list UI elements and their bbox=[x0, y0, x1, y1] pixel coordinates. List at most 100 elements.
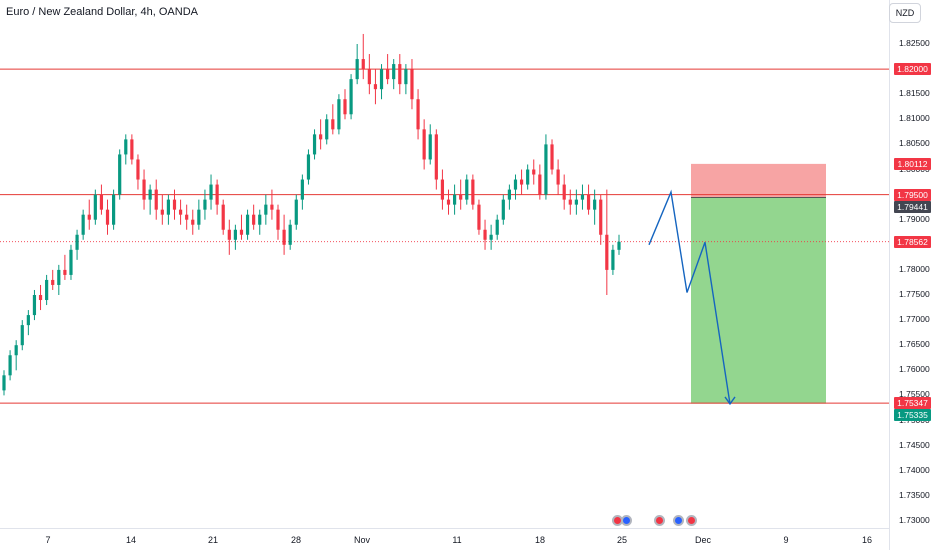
candle-body bbox=[191, 219, 195, 225]
candle-body bbox=[288, 224, 292, 245]
price-tick: 1.78000 bbox=[899, 263, 930, 274]
candle-body bbox=[526, 169, 530, 185]
event-icon[interactable] bbox=[673, 515, 684, 526]
event-icon[interactable] bbox=[621, 515, 632, 526]
candle-body bbox=[519, 179, 524, 185]
candle-body bbox=[605, 234, 609, 270]
candle-body bbox=[32, 295, 37, 316]
price-tag: 1.75347 bbox=[894, 397, 931, 410]
candle-body bbox=[355, 59, 359, 80]
time-tick: Dec bbox=[694, 535, 712, 545]
price-tick: 1.76000 bbox=[899, 364, 930, 375]
candle-body bbox=[203, 199, 207, 210]
currency-button[interactable]: NZD bbox=[889, 3, 921, 23]
candle-body bbox=[57, 269, 61, 285]
time-tick: 25 bbox=[616, 535, 628, 545]
symbol-title: Euro / New Zealand Dollar, 4h, OANDA bbox=[6, 6, 198, 18]
candle-body bbox=[586, 194, 591, 210]
candle-body bbox=[392, 64, 396, 80]
price-tick: 1.76500 bbox=[899, 339, 930, 350]
price-tick: 1.77500 bbox=[899, 289, 930, 299]
price-tag: 1.79500 bbox=[894, 188, 931, 201]
price-tick: 1.80500 bbox=[899, 138, 930, 149]
candle-body bbox=[446, 199, 451, 205]
price-tick: 1.82500 bbox=[899, 38, 930, 48]
candle-body bbox=[422, 129, 426, 160]
candle-body bbox=[477, 204, 481, 230]
candle-body bbox=[562, 184, 566, 200]
price-tag: 1.82000 bbox=[894, 63, 931, 76]
candle-body bbox=[105, 209, 110, 225]
candle-body bbox=[160, 209, 164, 215]
candle-body bbox=[556, 169, 560, 185]
candle-body bbox=[538, 174, 542, 195]
price-chart[interactable] bbox=[0, 0, 889, 528]
candle-body bbox=[580, 194, 585, 200]
candle-body bbox=[185, 214, 189, 220]
price-tick: 1.79000 bbox=[899, 213, 930, 224]
candle-body bbox=[264, 204, 268, 215]
candle-body bbox=[367, 69, 371, 85]
candle-body bbox=[69, 249, 73, 275]
candle-body bbox=[410, 69, 414, 100]
candle-body bbox=[599, 199, 603, 235]
candle-body bbox=[87, 214, 91, 220]
time-tick: 16 bbox=[861, 535, 873, 545]
price-tick: 1.74500 bbox=[899, 439, 930, 450]
candle-body bbox=[459, 194, 463, 200]
candle-body bbox=[331, 119, 335, 130]
candle-body bbox=[434, 134, 438, 180]
time-tick: 28 bbox=[290, 535, 302, 545]
candle-body bbox=[197, 209, 201, 225]
candle-body bbox=[178, 209, 183, 215]
candle-body bbox=[8, 355, 12, 376]
candle-body bbox=[489, 234, 493, 240]
candle-body bbox=[319, 134, 323, 140]
candle-body bbox=[544, 144, 548, 195]
candle-body bbox=[118, 154, 122, 195]
candle-body bbox=[495, 219, 499, 235]
candle-body bbox=[361, 59, 365, 70]
event-icon[interactable] bbox=[686, 515, 697, 526]
candle-body bbox=[215, 184, 219, 205]
time-tick: 21 bbox=[207, 535, 219, 545]
candle-body bbox=[386, 69, 390, 80]
price-tag: 1.79441 bbox=[894, 200, 931, 213]
candle-body bbox=[93, 194, 97, 220]
candle-body bbox=[166, 199, 171, 215]
candle-body bbox=[440, 179, 445, 200]
candle-body bbox=[617, 241, 621, 250]
candle-body bbox=[75, 234, 79, 250]
candle-body bbox=[300, 179, 304, 200]
candle-body bbox=[136, 159, 140, 180]
candle-body bbox=[124, 139, 128, 155]
time-axis-separator bbox=[0, 528, 889, 529]
candle-body bbox=[343, 99, 347, 115]
candle-body bbox=[245, 214, 250, 235]
projection-arrow-head bbox=[724, 396, 736, 406]
candle-body bbox=[81, 214, 85, 235]
candle-body bbox=[51, 279, 55, 285]
time-tick: 14 bbox=[125, 535, 137, 545]
candle-body bbox=[513, 179, 518, 190]
candle-body bbox=[574, 199, 578, 205]
event-icon[interactable] bbox=[654, 515, 665, 526]
candle-body bbox=[294, 199, 298, 225]
price-tick: 1.77000 bbox=[899, 314, 930, 325]
candle-body bbox=[337, 99, 341, 130]
candle-body bbox=[270, 204, 274, 210]
price-tick: 1.74000 bbox=[899, 464, 930, 475]
price-axis-separator bbox=[889, 0, 890, 550]
candle-body bbox=[532, 169, 536, 175]
candle-body bbox=[38, 295, 43, 301]
price-tick: 1.81500 bbox=[899, 88, 930, 99]
candle-body bbox=[593, 199, 597, 210]
candle-body bbox=[379, 69, 384, 90]
candle-body bbox=[276, 209, 280, 230]
candle-body bbox=[398, 64, 402, 85]
candle-body bbox=[373, 84, 378, 90]
candle-body bbox=[325, 119, 329, 140]
time-tick: 9 bbox=[783, 535, 789, 545]
candle-body bbox=[221, 204, 225, 230]
